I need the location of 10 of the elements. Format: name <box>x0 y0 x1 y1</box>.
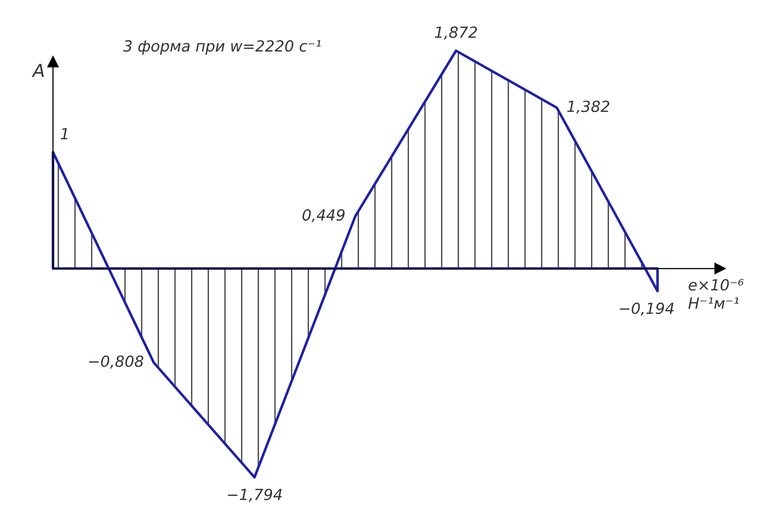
data-label: −0,194 <box>620 302 674 316</box>
data-label: 1,382 <box>567 100 610 114</box>
data-label: 1 <box>60 128 68 140</box>
data-label: −0,808 <box>89 355 144 369</box>
data-label: 0,449 <box>302 209 345 222</box>
x-axis-title: e×10⁻⁶ Н⁻¹м⁻¹ <box>688 279 744 309</box>
y-axis-title: A <box>32 64 44 77</box>
chart-title: 3 форма при w=2220 с⁻¹ <box>123 40 321 55</box>
data-label: 1,872 <box>434 26 477 40</box>
data-label: −1,794 <box>228 488 282 502</box>
